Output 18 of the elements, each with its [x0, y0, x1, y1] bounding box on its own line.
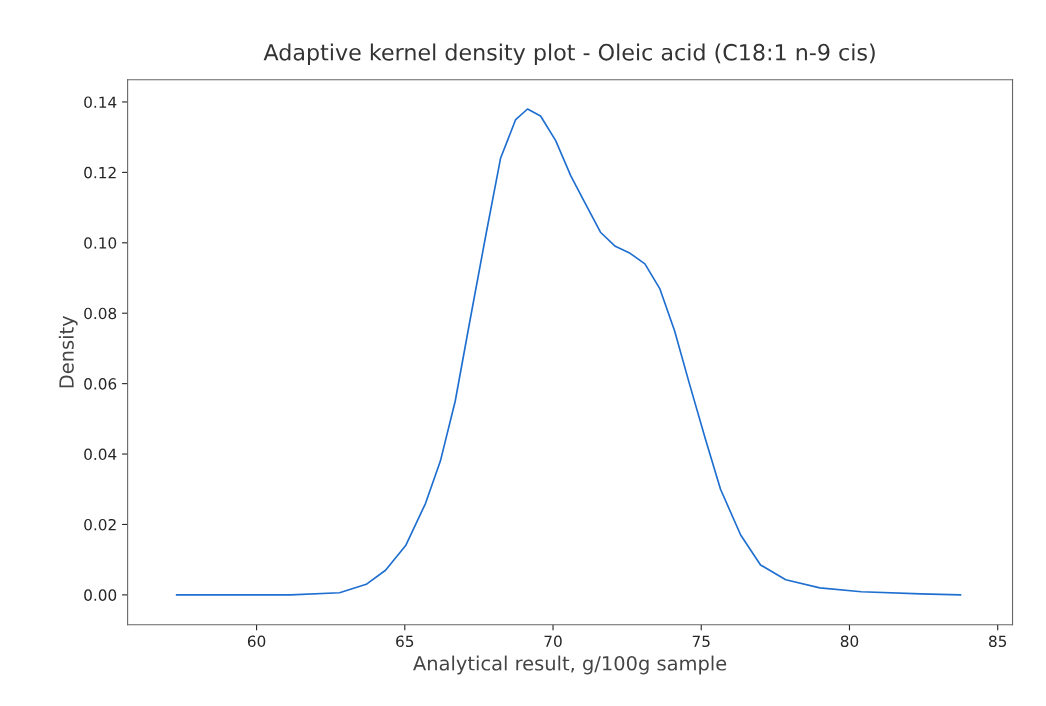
- y-tick-label: 0.04: [84, 448, 117, 461]
- x-tick-label: 75: [692, 635, 710, 648]
- x-tick-label: 80: [840, 635, 859, 648]
- y-tick-label: 0.06: [84, 378, 117, 390]
- y-tick-label: 0.00: [84, 589, 117, 601]
- y-tick-label: 0.08: [84, 307, 117, 320]
- line-series: [175, 108, 962, 596]
- x-tick-label: 65: [396, 635, 414, 648]
- chart-title: Adaptive kernel density plot - Oleic acid (C18:1 n-9 cis): [263, 43, 875, 65]
- y-tick-label: 0.12: [84, 166, 116, 179]
- y-tick-label: 0.10: [84, 237, 117, 249]
- x-axis-title: Analytical result, g/100g sample: [413, 655, 727, 675]
- y-tick-label: 0.14: [84, 96, 117, 108]
- y-axis-title: Density: [58, 315, 78, 388]
- x-tick-label: 85: [989, 635, 1007, 648]
- x-tick-label: 70: [544, 635, 562, 648]
- x-tick-label: 60: [247, 635, 266, 648]
- y-tick-label: 0.02: [84, 518, 116, 531]
